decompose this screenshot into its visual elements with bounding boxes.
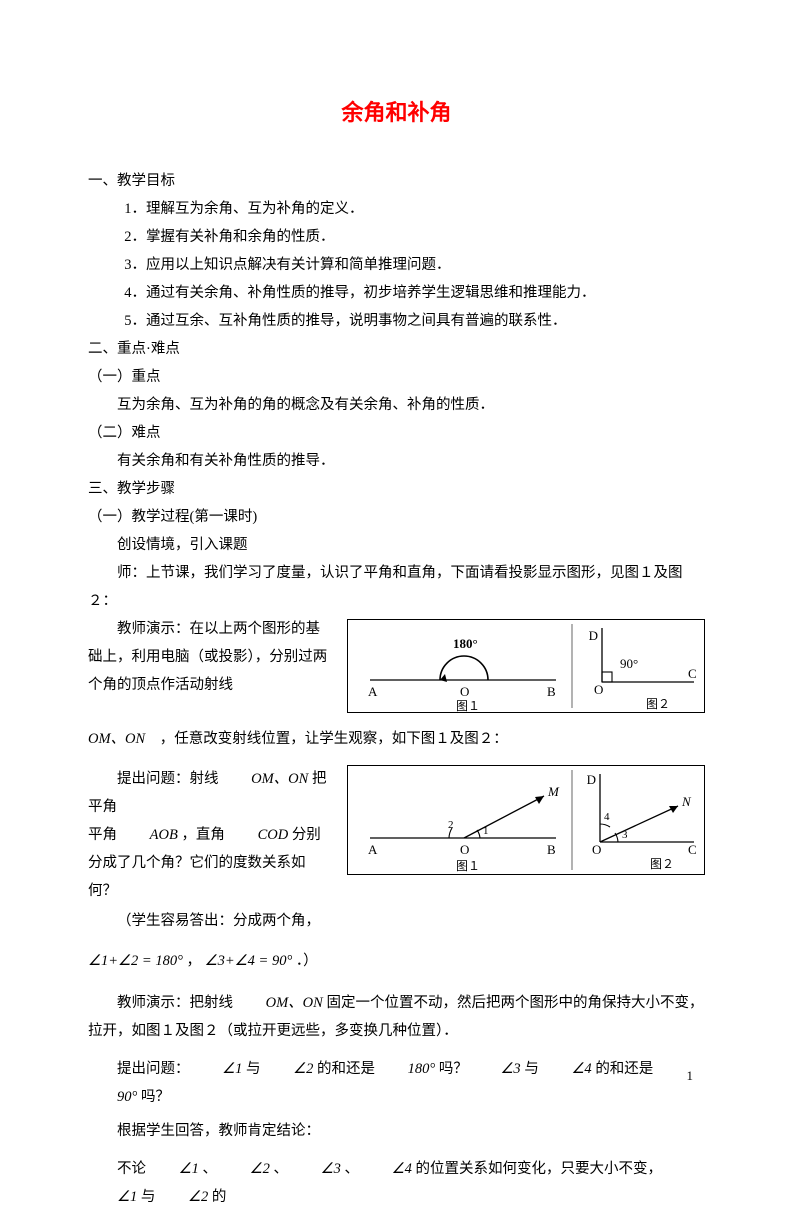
- sec1-item-3: 3．应用以上知识点解决有关计算和简单推理问题．: [124, 251, 705, 279]
- fig1-180: 180°: [453, 636, 478, 651]
- fig1-O2: O: [594, 682, 603, 697]
- sec1-item-2: 2．掌握有关补角和余角的性质．: [124, 223, 705, 251]
- fig2-n4: 4: [604, 811, 610, 823]
- equations-line: ∠1+∠2 = 180° ， ∠3+∠4 = 90° ．）: [88, 947, 705, 975]
- conclusion-line: 不论 ∠1 、 ∠2 、 ∠3 、 ∠4 的位置关系如何变化，只要大小不变， ∠…: [88, 1155, 705, 1211]
- fig2-B: B: [547, 842, 556, 857]
- fig1-cap2: 图２: [646, 697, 670, 711]
- figure-set-2: M A O B 1 2 图１ N D O C: [347, 765, 705, 875]
- confirm-line: 根据学生回答，教师肯定结论：: [88, 1117, 705, 1145]
- q2-b: 与: [246, 1061, 261, 1077]
- scene-intro: 创设情境，引入课题: [88, 531, 705, 559]
- fig1-90: 90°: [620, 656, 638, 671]
- deg90-v1: 90°: [88, 1083, 137, 1111]
- page-number: 1: [687, 1068, 694, 1084]
- angle4-v2: ∠4: [363, 1155, 412, 1183]
- om-on-var1: OM、ON: [88, 725, 145, 753]
- fig1-D: D: [589, 628, 598, 643]
- q2-e: 与: [524, 1061, 539, 1077]
- q2-a: 提出问题：: [117, 1061, 190, 1077]
- demo-line-2: 教师演示：把射线 OM、ON 固定一个位置不动，然后把两个图形中的角保持大小不变…: [88, 989, 705, 1045]
- question-2: 提出问题： ∠1 与 ∠2 的和还是 180° 吗？ ∠3 与 ∠4 的和还是 …: [88, 1055, 705, 1111]
- angle1-v1: ∠1: [193, 1055, 242, 1083]
- eq-tail: ．）: [296, 953, 318, 969]
- sec1-item-1: 1．理解互为余角、互为补角的定义．: [124, 195, 705, 223]
- conc-c: 、: [274, 1161, 289, 1177]
- fig2-n2: 2: [448, 819, 454, 831]
- conc-f: 与: [141, 1189, 156, 1205]
- body-content: 一、教学目标 1．理解互为余角、互为补角的定义． 2．掌握有关补角和余角的性质．…: [88, 167, 705, 1211]
- angle1-v3: ∠1: [88, 1183, 137, 1211]
- sec3-subtitle: （一）教学过程(第一课时): [88, 503, 705, 531]
- q2-c: 的和还是: [317, 1061, 375, 1077]
- fig2-A: A: [368, 842, 378, 857]
- figure-set-1: A O B 180° 图１ D O C 90° 图２: [347, 619, 705, 713]
- angle4-v1: ∠4: [542, 1055, 591, 1083]
- fig2-n1: 1: [483, 825, 489, 837]
- fig2-O: O: [460, 842, 469, 857]
- eq-sep: ，: [187, 953, 205, 969]
- fig1-cap1: 图１: [456, 699, 480, 712]
- om-on-var3: OM、ON: [237, 989, 323, 1017]
- angle2-v3: ∠2: [159, 1183, 208, 1211]
- sec2-heading: 二、重点·难点: [88, 335, 705, 363]
- conc-g: 的: [212, 1189, 227, 1205]
- fig1-A: A: [368, 684, 378, 699]
- demo1-text-a: 教师演示：在以上两个图形的基础上，利用电脑（或投影），分别过两个角的顶点作活动射…: [88, 621, 327, 693]
- angle3-v1: ∠3: [471, 1055, 520, 1083]
- fig2-N: N: [681, 794, 692, 809]
- angle1-v2: ∠1: [150, 1155, 199, 1183]
- teacher-line-1: 师：上节课，我们学习了度量，认识了平角和直角，下面请看投影显示图形，见图１及图２…: [88, 559, 705, 615]
- sec2-sub1-body: 互为余角、互为补角的角的概念及有关余角、补角的性质．: [88, 391, 705, 419]
- conc-d: 、: [345, 1161, 360, 1177]
- q1-a: 提出问题：射线: [117, 771, 219, 787]
- fig2-M: M: [547, 784, 560, 799]
- sec2-sub1-title: （一）重点: [88, 363, 705, 391]
- aob-var: AOB: [121, 821, 178, 849]
- sec1-item-5: 5．通过互余、互补角性质的推导，说明事物之间具有普遍的联系性．: [124, 307, 705, 335]
- fig2-cap1: 图１: [456, 859, 480, 873]
- student-answer: （学生容易答出：分成两个角，: [88, 907, 705, 935]
- fig1-B: B: [547, 684, 556, 699]
- demo-line-1b: OM、ON ，任意改变射线位置，让学生观察，如下图１及图２：: [88, 725, 705, 753]
- angle3-v2: ∠3: [292, 1155, 341, 1183]
- eq1: ∠1+∠2 = 180°: [88, 947, 183, 975]
- q2-d: 吗？: [439, 1061, 468, 1077]
- fig2-n3: 3: [622, 829, 628, 841]
- q1-c: ，直角: [181, 827, 225, 843]
- fig1-C: C: [688, 666, 697, 681]
- fig2-O2: O: [592, 842, 601, 857]
- q2-f: 的和还是: [595, 1061, 653, 1077]
- conc-b: 、: [203, 1161, 218, 1177]
- sec3-heading: 三、教学步骤: [88, 475, 705, 503]
- fig2-C: C: [688, 842, 697, 857]
- angle2-v2: ∠2: [221, 1155, 270, 1183]
- fig2-D: D: [587, 772, 596, 787]
- fig1-O: O: [460, 684, 469, 699]
- conc-e: 的位置关系如何变化，只要大小不变，: [416, 1161, 663, 1177]
- cod-var: COD: [229, 821, 289, 849]
- eq2: ∠3+∠4 = 90°: [205, 947, 293, 975]
- sec2-sub2-title: （二）难点: [88, 419, 705, 447]
- angle2-v1: ∠2: [264, 1055, 313, 1083]
- fig2-cap2: 图２: [650, 857, 674, 871]
- om-on-var2: OM、ON: [222, 765, 308, 793]
- sec2-sub2-body: 有关余角和有关补角性质的推导．: [88, 447, 705, 475]
- deg180-v1: 180°: [379, 1055, 436, 1083]
- demo2-a: 教师演示：把射线: [117, 995, 237, 1011]
- q2-g: 吗？: [141, 1089, 170, 1105]
- page-title: 余角和补角: [88, 95, 705, 127]
- demo1-text-b: ，任意改变射线位置，让学生观察，如下图１及图２：: [160, 731, 508, 747]
- conc-a: 不论: [117, 1161, 146, 1177]
- sec1-heading: 一、教学目标: [88, 167, 705, 195]
- sec1-item-4: 4．通过有关余角、补角性质的推导，初步培养学生逻辑思维和推理能力．: [124, 279, 705, 307]
